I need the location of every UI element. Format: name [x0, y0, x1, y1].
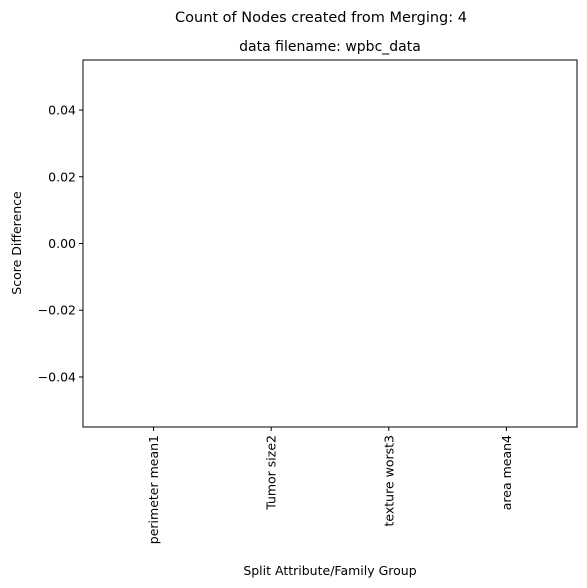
y-tick-label: 0.04	[48, 103, 76, 118]
x-axis: perimeter mean1 Tumor size2 texture worst3…	[146, 427, 514, 544]
y-tick-label: 0.02	[48, 169, 76, 184]
chart-title: data filename: wpbc_data	[239, 39, 421, 55]
x-tick-label: Tumor size2	[264, 435, 279, 511]
y-tick-label: 0.00	[48, 236, 76, 251]
chart-suptitle: Count of Nodes created from Merging: 4	[175, 10, 467, 26]
y-axis: −0.04 −0.02 0.00 0.02 0.04	[38, 103, 83, 384]
plot-area	[82, 59, 578, 428]
x-tick-label: perimeter mean1	[146, 435, 161, 544]
y-axis-label: Score Difference	[9, 191, 24, 295]
x-tick-label: texture worst3	[381, 435, 396, 527]
x-tick-label: area mean4	[499, 435, 514, 510]
x-axis-label: Split Attribute/Family Group	[243, 563, 416, 578]
y-tick-label: −0.02	[38, 303, 76, 318]
y-tick-label: −0.04	[38, 369, 76, 384]
